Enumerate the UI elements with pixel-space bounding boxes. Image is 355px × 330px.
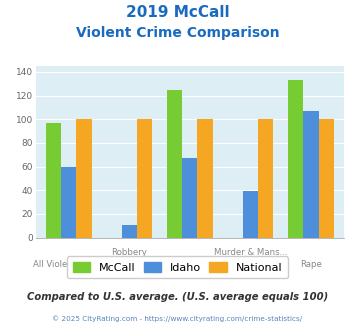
Text: Robbery: Robbery	[111, 248, 147, 257]
Bar	[243, 191, 258, 238]
Text: Compared to U.S. average. (U.S. average equals 100): Compared to U.S. average. (U.S. average …	[27, 292, 328, 302]
Text: © 2025 CityRating.com - https://www.cityrating.com/crime-statistics/: © 2025 CityRating.com - https://www.city…	[53, 315, 302, 322]
Bar	[258, 119, 273, 238]
Bar	[288, 80, 304, 238]
Text: Murder & Mans...: Murder & Mans...	[214, 248, 287, 257]
Text: Rape: Rape	[300, 260, 322, 269]
Bar	[46, 123, 61, 238]
Text: Aggravated Assault: Aggravated Assault	[148, 260, 232, 269]
Bar	[197, 119, 213, 238]
Bar	[122, 225, 137, 238]
Bar	[61, 167, 76, 238]
Bar	[167, 90, 182, 238]
Text: All Violent Crime: All Violent Crime	[33, 260, 105, 269]
Text: 2019 McCall: 2019 McCall	[126, 5, 229, 20]
Legend: McCall, Idaho, National: McCall, Idaho, National	[67, 256, 288, 278]
Bar	[182, 158, 197, 238]
Bar	[319, 119, 334, 238]
Bar	[304, 111, 319, 238]
Bar	[137, 119, 152, 238]
Text: Violent Crime Comparison: Violent Crime Comparison	[76, 26, 279, 40]
Bar	[76, 119, 92, 238]
